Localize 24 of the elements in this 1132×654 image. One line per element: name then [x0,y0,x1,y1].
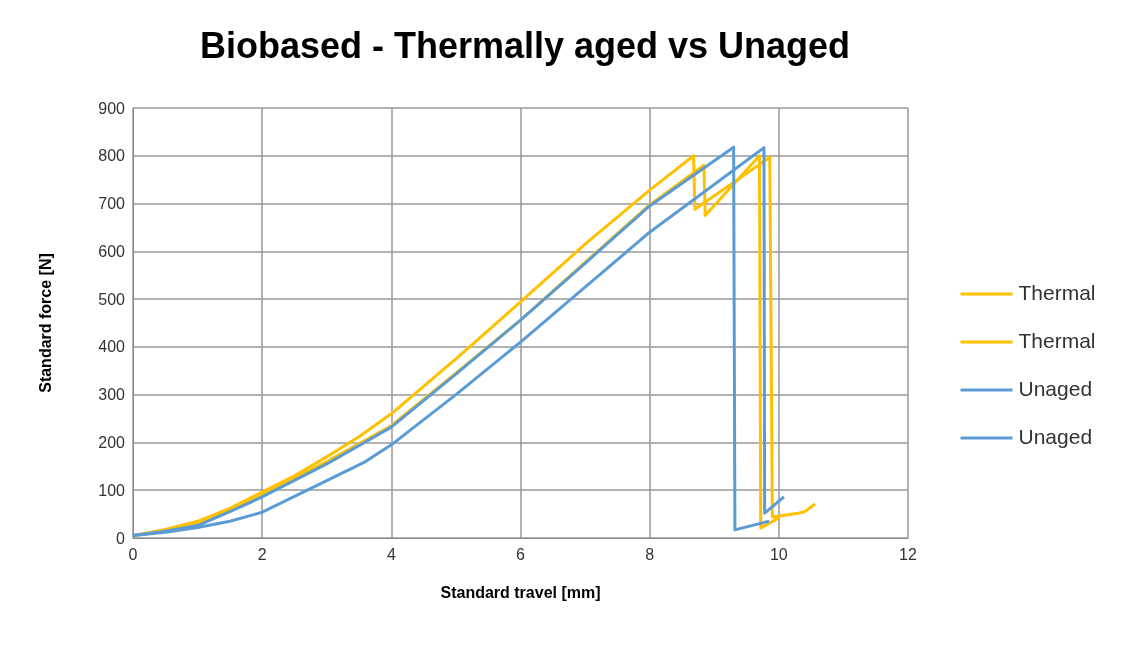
y-tick-label: 200 [98,433,126,451]
y-tick-label: 700 [98,195,126,213]
y-tick-label: 100 [98,481,126,499]
x-tick-label: 12 [899,545,917,563]
x-axis-title: Standard travel [mm] [440,583,601,601]
x-tick-label: 8 [645,545,655,563]
x-tick-label: 6 [516,545,526,563]
chart-title: Biobased - Thermally aged vs Unaged [199,24,851,66]
x-tick-label: 4 [386,545,396,563]
y-tick-label: 900 [98,99,126,117]
y-tick-label: 400 [98,338,126,356]
x-tick-label: 2 [257,545,267,563]
x-tick-label: 0 [128,545,138,563]
legend-label: Thermal [1018,329,1096,352]
y-tick-label: 300 [98,386,126,404]
y-tick-label: 500 [98,290,126,308]
legend-label: Thermal [1018,281,1096,304]
legend-label: Unaged [1018,425,1093,448]
x-tick-label: 10 [769,545,788,563]
y-tick-label: 600 [98,242,126,260]
legend-label: Unaged [1018,377,1093,400]
y-tick-label: 800 [98,147,126,165]
y-axis-title: Standard force [N] [36,253,54,393]
y-tick-label: 0 [116,529,126,547]
